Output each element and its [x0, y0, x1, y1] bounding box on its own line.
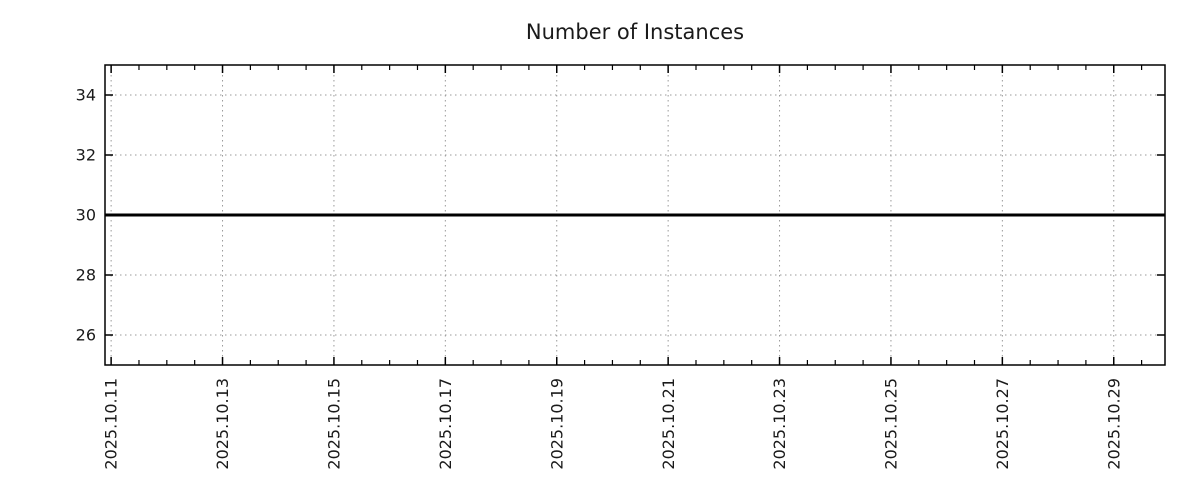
y-axis-tick-labels: 26 28 30 32 34 [76, 86, 96, 345]
plot-area: 26 28 30 32 34 2025.10.11 2025.10.13 2025.10.15… [76, 64, 1166, 470]
x-tick-label: 2025.10.29 [1104, 378, 1123, 470]
x-tick-label: 2025.10.15 [325, 378, 344, 470]
x-tick-label: 2025.10.25 [882, 378, 901, 470]
x-tick-label: 2025.10.23 [770, 378, 789, 470]
y-tick-label: 28 [76, 266, 96, 285]
y-tick-label: 26 [76, 326, 96, 345]
x-tick-label: 2025.10.27 [993, 378, 1012, 470]
y-tick-label: 30 [76, 206, 96, 225]
y-tick-label: 32 [76, 146, 96, 165]
x-tick-label: 2025.10.17 [436, 378, 455, 470]
chart-title: Number of Instances [526, 20, 744, 44]
x-tick-label: 2025.10.11 [102, 378, 121, 470]
x-tick-label: 2025.10.21 [659, 378, 678, 470]
x-tick-label: 2025.10.19 [547, 378, 566, 470]
y-tick-label: 34 [76, 86, 96, 105]
x-tick-label: 2025.10.13 [213, 378, 232, 470]
axis-ticks [105, 65, 1165, 365]
plot-border [104, 64, 1166, 366]
x-axis-tick-labels: 2025.10.11 2025.10.13 2025.10.15 2025.10.17… [102, 378, 1124, 470]
